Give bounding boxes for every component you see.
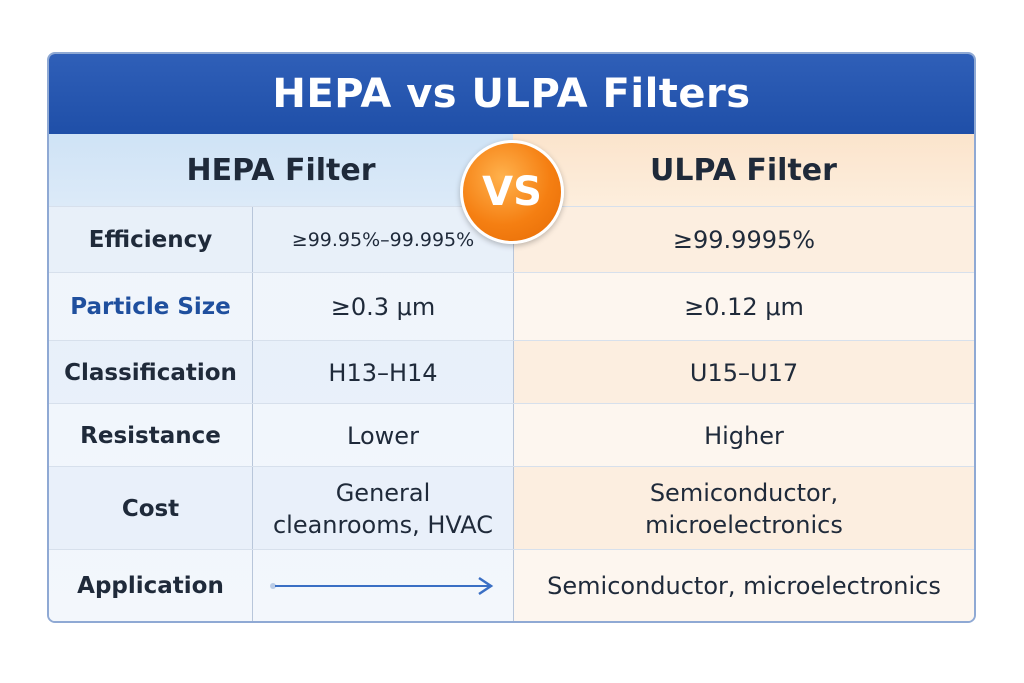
ulpa-value: Semiconductor, microelectronics [513,467,974,550]
ulpa-value: ≥0.12 μm [513,273,974,341]
ulpa-value: ≥99.9995% [513,207,974,273]
title-bar: HEPA vs ULPA Filters [49,54,974,134]
row-label: Resistance [80,422,221,449]
hepa-value: Lower [252,404,513,467]
row-label: Application [77,572,224,599]
row-label: Efficiency [49,207,252,273]
hepa-column-header: HEPA Filter [49,134,513,206]
page-title: HEPA vs ULPA Filters [272,71,751,117]
vs-badge: VS [460,140,564,244]
hepa-value [252,550,513,621]
table-row: Efficiency ≥99.95%–99.995% ≥99.9995% [49,206,974,273]
table-row: Application Semiconductor, microelectron… [49,549,974,621]
ulpa-value: U15–U17 [513,341,974,404]
hepa-value: ≥0.3 μm [252,273,513,341]
right-arrow-icon [270,576,494,595]
hepa-value: H13–H14 [252,341,513,404]
row-label: Classification [49,341,252,404]
row-label: Cost [49,467,252,550]
ulpa-column-header: ULPA Filter [513,134,974,206]
comparison-card: HEPA vs ULPA Filters HEPA Filter ULPA Fi… [47,52,976,623]
hepa-value: General cleanrooms, HVAC [252,467,513,550]
ulpa-value: Semiconductor, microelectronics [513,550,974,621]
ulpa-value: Higher [513,404,974,467]
table-row: Resistance Lower Higher [49,403,974,467]
table-row: Particle Size ≥0.3 μm ≥0.12 μm [49,272,974,341]
table-row: Classification H13–H14 U15–U17 [49,340,974,404]
row-label: Particle Size [70,294,231,320]
table-row: Cost General cleanrooms, HVAC Semiconduc… [49,466,974,550]
